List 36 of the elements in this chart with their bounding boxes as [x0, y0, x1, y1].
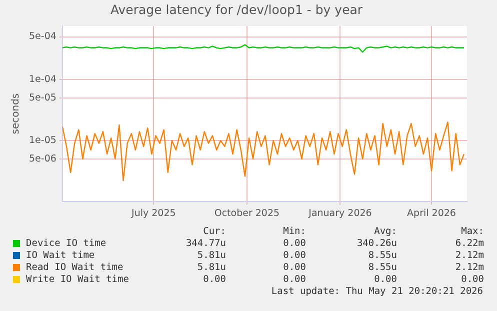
text: Min: [283, 226, 306, 237]
y-tick-label: 1e-04 [29, 74, 56, 85]
text: 0.00 [374, 274, 397, 285]
y-tick-label: 5e-04 [29, 31, 56, 42]
y-axis-title: seconds [10, 93, 22, 134]
legend-label: IO Wait time [26, 250, 95, 261]
text: 2.12m [455, 250, 484, 261]
text: 8.55u [368, 250, 397, 261]
text: 2.12m [455, 262, 484, 273]
text: 0.00 [283, 238, 306, 249]
legend-label: Device IO time [26, 238, 106, 249]
text: 0.00 [283, 250, 306, 261]
legend-label: Write IO Wait time [26, 274, 129, 285]
legend-label: Read IO Wait time [26, 262, 124, 273]
y-tick-label: 1e-05 [29, 134, 56, 146]
text: Last update: Thu May 21 20:20:21 2026 [271, 286, 483, 297]
text: Cur: [203, 226, 226, 237]
x-tick-label: July 2025 [130, 208, 176, 219]
text: 0.00 [283, 262, 306, 273]
text: 8.55u [368, 262, 397, 273]
text: 5.81u [197, 250, 226, 261]
x-tick-label: April 2026 [407, 208, 456, 219]
x-tick-label: October 2025 [214, 208, 280, 219]
text: 5.81u [197, 262, 226, 273]
text: 0.00 [203, 274, 226, 285]
y-tick-label: 5e-06 [29, 153, 56, 164]
x-tick-label: January 2026 [308, 208, 372, 219]
text: Avg: [374, 226, 397, 237]
y-tick-label: 5e-05 [29, 92, 56, 104]
text: 0.00 [461, 274, 484, 285]
text: 340.26u [356, 238, 397, 249]
text: 0.00 [283, 274, 306, 285]
chart-title: Average latency for /dev/loop1 - by year [110, 2, 364, 17]
text: 6.22m [455, 238, 484, 249]
text: 344.77u [186, 238, 226, 249]
text: Max: [461, 226, 484, 237]
